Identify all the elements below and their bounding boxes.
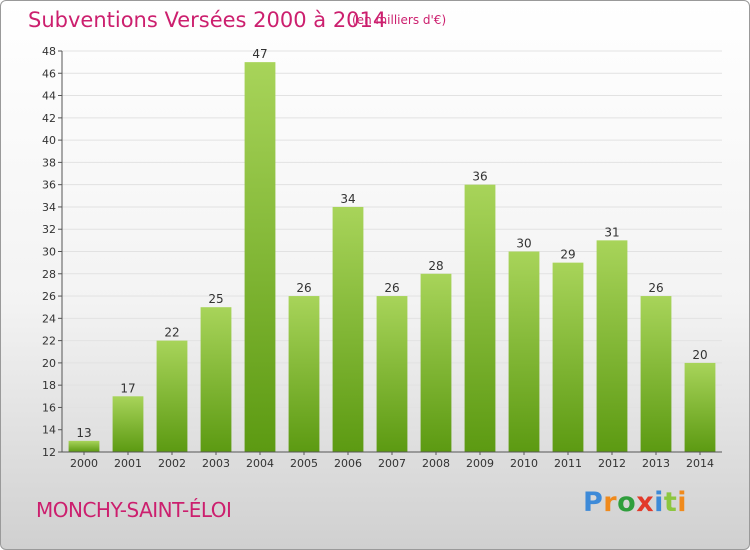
bar-2011 xyxy=(552,262,584,452)
town-name: MONCHY-SAINT-ÉLOI xyxy=(36,498,232,522)
data-label: 20 xyxy=(692,348,707,362)
y-tick-label: 14 xyxy=(42,424,56,437)
y-tick-label: 34 xyxy=(42,201,56,214)
data-label: 47 xyxy=(252,47,267,61)
data-label: 28 xyxy=(428,259,443,273)
x-tick-label: 2012 xyxy=(598,457,626,470)
brand-letter: P xyxy=(583,487,604,518)
y-tick-label: 26 xyxy=(42,290,56,303)
data-label: 31 xyxy=(604,225,619,239)
data-label: 13 xyxy=(76,426,91,440)
y-tick-label: 48 xyxy=(42,45,56,58)
y-tick-label: 22 xyxy=(42,335,56,348)
brand-letter: x xyxy=(636,487,655,518)
data-label: 34 xyxy=(340,192,355,206)
bar-2014 xyxy=(684,362,716,452)
x-tick-label: 2000 xyxy=(70,457,98,470)
bar-2010 xyxy=(508,251,540,452)
data-label: 17 xyxy=(120,381,135,395)
bar-2007 xyxy=(376,296,408,452)
brand-letter: t xyxy=(663,487,678,518)
y-tick-label: 16 xyxy=(42,401,56,414)
x-tick-label: 2007 xyxy=(378,457,406,470)
x-tick-label: 2002 xyxy=(158,457,186,470)
bar-2002 xyxy=(156,340,188,452)
x-tick-label: 2005 xyxy=(290,457,318,470)
data-label: 30 xyxy=(516,237,531,251)
bar-2013 xyxy=(640,296,672,452)
bar-2009 xyxy=(464,184,496,452)
chart-title: Subventions Versées 2000 à 2014 xyxy=(28,8,387,32)
data-label: 29 xyxy=(560,248,575,262)
brand-letter: i xyxy=(654,487,664,518)
x-tick-label: 2009 xyxy=(466,457,494,470)
y-tick-label: 12 xyxy=(42,446,56,459)
bar-2012 xyxy=(596,240,628,452)
y-tick-label: 32 xyxy=(42,223,56,236)
x-tick-label: 2008 xyxy=(422,457,450,470)
y-tick-label: 44 xyxy=(42,90,56,103)
bar-2006 xyxy=(332,206,364,452)
y-tick-label: 20 xyxy=(42,357,56,370)
y-tick-label: 28 xyxy=(42,268,56,281)
brand-letter: i xyxy=(677,487,688,518)
bar-2008 xyxy=(420,273,452,452)
bar-2005 xyxy=(288,296,320,452)
y-tick-label: 36 xyxy=(42,179,56,192)
x-tick-label: 2010 xyxy=(510,457,538,470)
y-tick-label: 38 xyxy=(42,156,56,169)
x-tick-label: 2013 xyxy=(642,457,670,470)
x-tick-label: 2006 xyxy=(334,457,362,470)
bar-2000 xyxy=(68,440,100,452)
data-label: 26 xyxy=(384,281,399,295)
bar-2004 xyxy=(244,62,276,453)
x-tick-label: 2003 xyxy=(202,457,230,470)
y-tick-label: 30 xyxy=(42,246,56,259)
brand-letter: r xyxy=(603,487,618,518)
data-label: 36 xyxy=(472,170,487,184)
data-label: 25 xyxy=(208,292,223,306)
data-label: 22 xyxy=(164,326,179,340)
y-tick-label: 24 xyxy=(42,312,56,325)
data-label: 26 xyxy=(296,281,311,295)
y-tick-label: 46 xyxy=(42,67,56,80)
x-tick-label: 2011 xyxy=(554,457,582,470)
y-tick-label: 40 xyxy=(42,134,56,147)
brand-logo: Proxiti xyxy=(583,487,687,518)
data-label: 26 xyxy=(648,281,663,295)
x-tick-label: 2004 xyxy=(246,457,274,470)
y-tick-label: 42 xyxy=(42,112,56,125)
chart-subtitle: (en milliers d'€) xyxy=(352,13,447,27)
x-tick-label: 2001 xyxy=(114,457,142,470)
y-tick-label: 18 xyxy=(42,379,56,392)
x-tick-label: 2014 xyxy=(686,457,714,470)
bar-2003 xyxy=(200,307,232,452)
brand-letter: o xyxy=(617,487,637,518)
bar-2001 xyxy=(112,396,144,452)
